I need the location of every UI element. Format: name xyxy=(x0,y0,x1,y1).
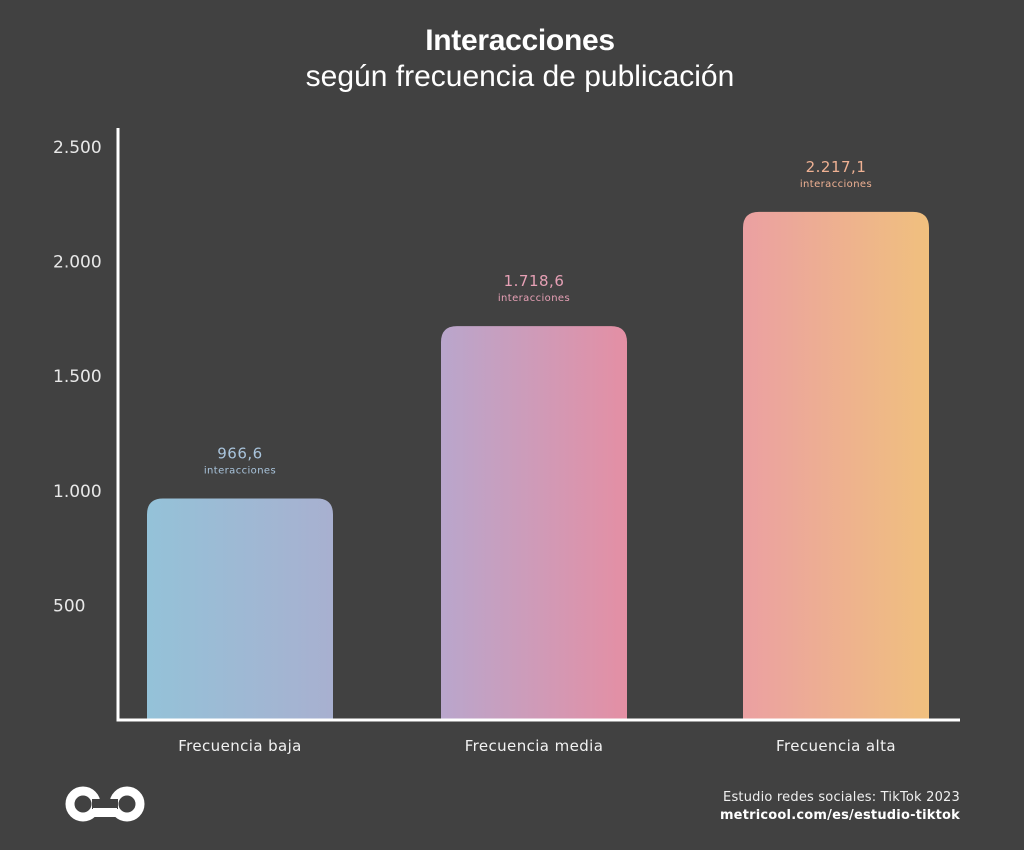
chart-title: Interacciones xyxy=(425,24,615,57)
value-unit-label: interacciones xyxy=(800,179,872,190)
y-tick-label: 2.500 xyxy=(53,138,102,158)
metricool-logo-icon xyxy=(65,786,145,822)
value-label: 2.217,1 xyxy=(806,158,867,176)
footer-source: Estudio redes sociales: TikTok 2023 xyxy=(723,790,960,805)
value-label: 1.718,6 xyxy=(504,272,565,290)
y-tick-label: 500 xyxy=(53,596,85,616)
value-label: 966,6 xyxy=(217,444,262,462)
value-labels: 966,6 interacciones 1.718,6 interacciones 2.… xyxy=(204,158,872,477)
bar xyxy=(743,211,929,720)
bars xyxy=(147,211,929,720)
footer-url[interactable]: metricool.com/es/estudio-tiktok xyxy=(719,808,960,823)
y-tick-label: 1.500 xyxy=(53,367,102,387)
y-axis-ticks: 500 1.000 1.500 2.000 2.500 xyxy=(53,138,102,616)
y-tick-label: 1.000 xyxy=(53,482,102,502)
value-unit-label: interacciones xyxy=(498,293,570,304)
y-tick-label: 2.000 xyxy=(53,253,102,273)
chart-subtitle: según frecuencia de publicación xyxy=(305,60,735,93)
x-tick-label: Frecuencia alta xyxy=(776,737,896,755)
bar xyxy=(441,326,627,720)
x-tick-label: Frecuencia media xyxy=(465,737,604,755)
value-unit-label: interacciones xyxy=(204,465,276,476)
footer: Estudio redes sociales: TikTok 2023 metr… xyxy=(720,790,960,823)
bar xyxy=(147,498,333,720)
x-tick-label: Frecuencia baja xyxy=(178,737,302,755)
x-axis-ticks: Frecuencia baja Frecuencia media Frecuenci… xyxy=(178,737,896,755)
